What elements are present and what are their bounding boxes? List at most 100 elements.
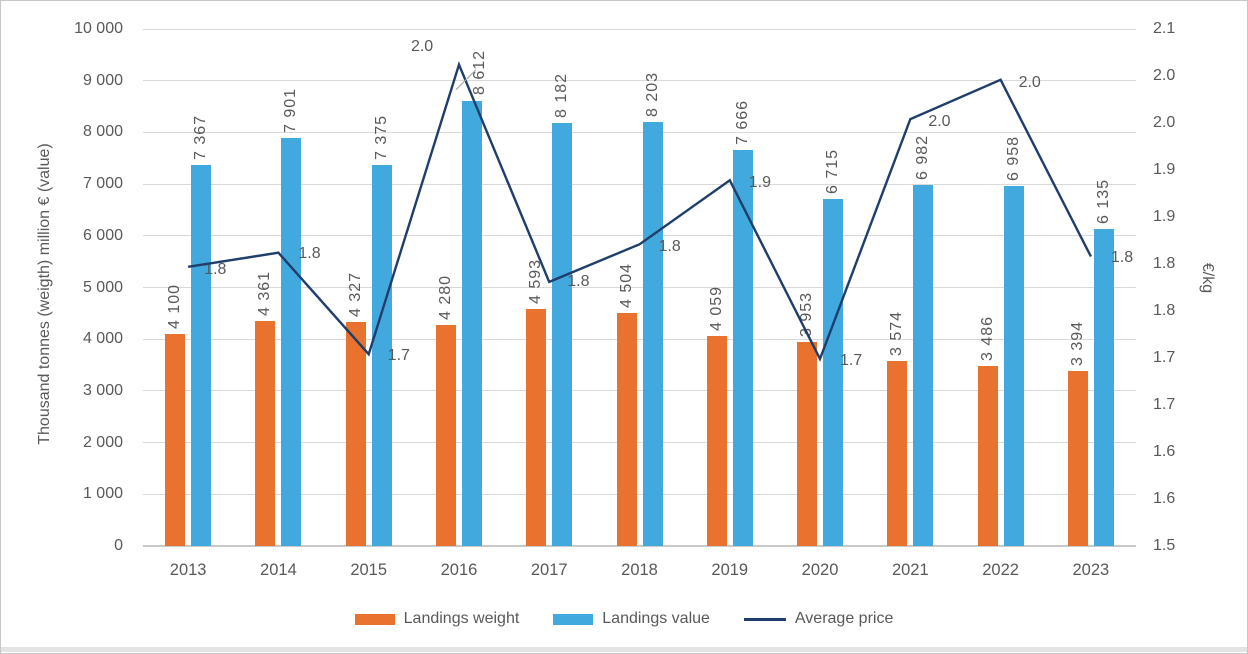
price-data-label: 1.8 [298, 244, 321, 262]
gridline [143, 493, 1136, 495]
x-axis-label: 2018 [621, 561, 658, 579]
price-data-label: 1.8 [204, 260, 227, 278]
bar-landings-value [1093, 228, 1114, 546]
legend-item-landings-weight: Landings weight [354, 610, 520, 628]
right-axis-tick-label: 1.9 [1153, 161, 1176, 178]
price-data-label: 1.8 [1110, 249, 1134, 267]
legend-item-average-price: Average price [743, 610, 894, 628]
left-axis-tick-label: 1 000 [82, 485, 123, 503]
bar-landings-weight [165, 334, 186, 546]
bar-data-label: 7 367 [192, 115, 210, 161]
bar-data-label: 4 059 [707, 286, 725, 332]
bar-data-label: 7 375 [372, 114, 390, 160]
bar-landings-weight [977, 365, 998, 546]
price-data-label: 1.7 [840, 351, 863, 369]
bar-data-label: 7 666 [733, 99, 751, 145]
right-axis-tick-label: 2.0 [1153, 67, 1176, 84]
bar-landings-weight [526, 308, 547, 546]
price-data-label: 2.0 [928, 113, 951, 131]
price-line [187, 61, 1092, 362]
bar-landings-value [1003, 186, 1024, 546]
bar-data-label: 4 361 [256, 270, 274, 316]
bar-landings-weight [1067, 370, 1088, 546]
bar-landings-value [191, 165, 212, 546]
right-axis-tick-label: 1.7 [1153, 396, 1176, 413]
x-axis-line [143, 545, 1136, 547]
bar-data-label: 4 504 [617, 263, 635, 309]
price-data-label: 2.0 [410, 37, 434, 55]
legend-bar-swatch [354, 613, 395, 625]
x-axis-label: 2014 [260, 561, 297, 579]
bar-data-label: 3 394 [1068, 320, 1086, 366]
bar-landings-value [642, 121, 663, 546]
bar-landings-value [281, 137, 302, 546]
price-data-label: 1.8 [567, 272, 590, 290]
bar-data-label: 8 612 [470, 49, 488, 95]
chart-legend: Landings weight Landings value Average pri… [1, 604, 1247, 634]
left-axis-tick-label: 4 000 [82, 330, 123, 348]
left-axis-tick-label: 0 [114, 537, 123, 554]
bar-data-label: 6 958 [1004, 136, 1022, 182]
right-axis-tick-label: 1.6 [1153, 490, 1176, 507]
bar-data-label: 3 486 [978, 315, 996, 361]
gridline [143, 442, 1136, 444]
left-axis-tick-label: 2 000 [82, 433, 123, 451]
left-axis-tick-label: 7 000 [82, 175, 123, 193]
x-axis-label: 2021 [891, 561, 929, 579]
bar-data-label: 4 327 [346, 272, 364, 318]
bar-data-label: 8 203 [643, 71, 661, 117]
bar-landings-weight [435, 324, 456, 546]
bar-data-label: 3 953 [798, 291, 816, 337]
price-data-label: 1.8 [658, 238, 681, 256]
price-data-label: 2.0 [1018, 73, 1041, 91]
x-axis-label: 2023 [1072, 561, 1110, 579]
bar-data-label: 4 593 [527, 258, 545, 304]
bar-landings-value [552, 122, 573, 546]
x-axis-label: 2022 [982, 561, 1019, 579]
bar-data-label: 8 182 [553, 72, 571, 118]
bar-landings-weight [887, 361, 908, 546]
bar-landings-value [823, 198, 844, 546]
bar-landings-weight [255, 320, 276, 546]
legend-label: Landings value [602, 610, 710, 627]
bar-data-label: 4 280 [436, 274, 454, 320]
left-axis-tick-label: 3 000 [82, 381, 123, 399]
price-data-label: 1.7 [387, 347, 410, 365]
left-axis-tick-label: 9 000 [82, 71, 123, 89]
legend-item-landings-value: Landings value [553, 610, 710, 628]
x-axis-label: 2013 [169, 561, 207, 579]
bar-landings-weight [797, 341, 818, 546]
x-axis-label: 2016 [440, 561, 478, 579]
bar-data-label: 6 715 [824, 148, 842, 194]
x-axis-label: 2017 [530, 561, 568, 579]
bar-landings-value [913, 185, 934, 546]
price-data-label: 1.9 [748, 174, 772, 192]
bar-data-label: 6 135 [1094, 178, 1112, 224]
x-axis-label: 2020 [801, 561, 839, 579]
legend-bar-swatch [553, 613, 594, 625]
right-axis-tick-label: 1.7 [1153, 349, 1176, 366]
left-axis-tick-label: 5 000 [82, 278, 123, 296]
right-axis-tick-label: 2.1 [1153, 20, 1176, 37]
bar-data-label: 3 574 [888, 311, 906, 357]
gridline [143, 390, 1136, 392]
left-axis-tick-label: 10 000 [74, 20, 123, 37]
bar-landings-value [732, 149, 753, 546]
left-axis-tick-label: 6 000 [82, 226, 123, 244]
right-axis-tick-label: 1.9 [1153, 208, 1176, 225]
legend-label: Average price [794, 610, 894, 627]
x-axis-label: 2019 [711, 561, 749, 579]
legend-line-swatch [743, 617, 786, 621]
left-axis-tick-label: 8 000 [82, 123, 123, 141]
bar-landings-value [461, 100, 482, 546]
right-axis-tick-label: 1.8 [1153, 302, 1176, 319]
right-axis-tick-label: 1.5 [1153, 537, 1176, 554]
right-axis-tick-label: 1.8 [1153, 255, 1176, 272]
bar-landings-weight [616, 313, 637, 546]
bar-data-label: 7 901 [282, 87, 300, 133]
right-axis-tick-label: 2.0 [1153, 114, 1176, 131]
right-axis-tick-label: 1.6 [1153, 443, 1176, 460]
legend-label: Landings weight [403, 610, 520, 627]
bar-data-label: 6 982 [914, 134, 932, 181]
